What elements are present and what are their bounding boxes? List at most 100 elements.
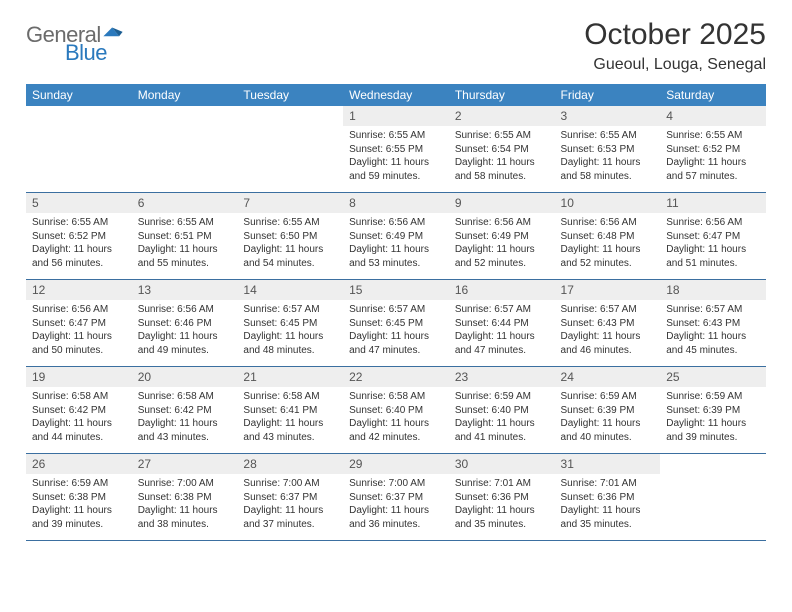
- day-info: Sunrise: 6:59 AMSunset: 6:39 PMDaylight:…: [555, 387, 661, 448]
- sunrise-line: Sunrise: 6:58 AM: [138, 390, 232, 404]
- day-number: 1: [343, 106, 449, 126]
- day-info: Sunrise: 6:58 AMSunset: 6:40 PMDaylight:…: [343, 387, 449, 448]
- daylight-line: Daylight: 11 hours and 44 minutes.: [32, 417, 126, 444]
- page-title: October 2025: [584, 18, 766, 52]
- sunrise-line: Sunrise: 6:58 AM: [243, 390, 337, 404]
- daylight-line: Daylight: 11 hours and 49 minutes.: [138, 330, 232, 357]
- daylight-line: Daylight: 11 hours and 47 minutes.: [349, 330, 443, 357]
- calendar-cell: 29Sunrise: 7:00 AMSunset: 6:37 PMDayligh…: [343, 454, 449, 541]
- day-header: Monday: [132, 84, 238, 106]
- calendar-cell: [132, 106, 238, 193]
- day-info: Sunrise: 6:55 AMSunset: 6:50 PMDaylight:…: [237, 213, 343, 274]
- sunrise-line: Sunrise: 6:56 AM: [561, 216, 655, 230]
- sunset-line: Sunset: 6:43 PM: [561, 317, 655, 331]
- calendar-cell: 3Sunrise: 6:55 AMSunset: 6:53 PMDaylight…: [555, 106, 661, 193]
- calendar-cell: 5Sunrise: 6:55 AMSunset: 6:52 PMDaylight…: [26, 193, 132, 280]
- day-number: 27: [132, 454, 238, 474]
- brand-part2: Blue: [27, 42, 123, 64]
- day-number: 4: [660, 106, 766, 126]
- calendar-cell: 13Sunrise: 6:56 AMSunset: 6:46 PMDayligh…: [132, 280, 238, 367]
- calendar-cell: 19Sunrise: 6:58 AMSunset: 6:42 PMDayligh…: [26, 367, 132, 454]
- sunrise-line: Sunrise: 6:57 AM: [561, 303, 655, 317]
- daylight-line: Daylight: 11 hours and 54 minutes.: [243, 243, 337, 270]
- day-info: Sunrise: 7:01 AMSunset: 6:36 PMDaylight:…: [555, 474, 661, 535]
- sunset-line: Sunset: 6:37 PM: [349, 491, 443, 505]
- day-header: Sunday: [26, 84, 132, 106]
- calendar-cell: 23Sunrise: 6:59 AMSunset: 6:40 PMDayligh…: [449, 367, 555, 454]
- day-info: Sunrise: 6:55 AMSunset: 6:53 PMDaylight:…: [555, 126, 661, 187]
- daylight-line: Daylight: 11 hours and 52 minutes.: [561, 243, 655, 270]
- calendar-cell: 2Sunrise: 6:55 AMSunset: 6:54 PMDaylight…: [449, 106, 555, 193]
- day-info: Sunrise: 6:56 AMSunset: 6:46 PMDaylight:…: [132, 300, 238, 361]
- daylight-line: Daylight: 11 hours and 53 minutes.: [349, 243, 443, 270]
- daylight-line: Daylight: 11 hours and 43 minutes.: [243, 417, 337, 444]
- calendar-table: SundayMondayTuesdayWednesdayThursdayFrid…: [26, 84, 766, 541]
- calendar-cell: [237, 106, 343, 193]
- sunset-line: Sunset: 6:38 PM: [32, 491, 126, 505]
- calendar-cell: 17Sunrise: 6:57 AMSunset: 6:43 PMDayligh…: [555, 280, 661, 367]
- calendar-cell: 20 Sunrise: 6:58 AMSunset: 6:42 PMDayligh…: [132, 367, 238, 454]
- sunrise-line: Sunrise: 7:00 AM: [349, 477, 443, 491]
- calendar-cell: 12Sunrise: 6:56 AMSunset: 6:47 PMDayligh…: [26, 280, 132, 367]
- sunset-line: Sunset: 6:48 PM: [561, 230, 655, 244]
- daylight-line: Daylight: 11 hours and 45 minutes.: [666, 330, 760, 357]
- daylight-line: Daylight: 11 hours and 58 minutes.: [561, 156, 655, 183]
- day-number: 20: [132, 367, 238, 387]
- day-number: 29: [343, 454, 449, 474]
- sunrise-line: Sunrise: 6:59 AM: [666, 390, 760, 404]
- day-header: Thursday: [449, 84, 555, 106]
- calendar-cell: 22Sunrise: 6:58 AMSunset: 6:40 PMDayligh…: [343, 367, 449, 454]
- calendar-week-row: 12Sunrise: 6:56 AMSunset: 6:47 PMDayligh…: [26, 280, 766, 367]
- sunset-line: Sunset: 6:44 PM: [455, 317, 549, 331]
- day-info: Sunrise: 6:55 AMSunset: 6:51 PMDaylight:…: [132, 213, 238, 274]
- day-number: 7: [237, 193, 343, 213]
- calendar-cell: 18Sunrise: 6:57 AMSunset: 6:43 PMDayligh…: [660, 280, 766, 367]
- daylight-line: Daylight: 11 hours and 43 minutes.: [138, 417, 232, 444]
- day-number: 3: [555, 106, 661, 126]
- sunrise-line: Sunrise: 7:01 AM: [455, 477, 549, 491]
- day-info: Sunrise: 7:00 AMSunset: 6:38 PMDaylight:…: [132, 474, 238, 535]
- sunset-line: Sunset: 6:42 PM: [32, 404, 126, 418]
- daylight-line: Daylight: 11 hours and 51 minutes.: [666, 243, 760, 270]
- sunrise-line: Sunrise: 6:59 AM: [561, 390, 655, 404]
- day-number: 16: [449, 280, 555, 300]
- day-number: 15: [343, 280, 449, 300]
- sunset-line: Sunset: 6:40 PM: [349, 404, 443, 418]
- day-header: Wednesday: [343, 84, 449, 106]
- day-number: 5: [26, 193, 132, 213]
- sunset-line: Sunset: 6:47 PM: [32, 317, 126, 331]
- sunset-line: Sunset: 6:51 PM: [138, 230, 232, 244]
- sunrise-line: Sunrise: 6:56 AM: [455, 216, 549, 230]
- sunrise-line: Sunrise: 6:55 AM: [243, 216, 337, 230]
- day-info: Sunrise: 6:55 AMSunset: 6:55 PMDaylight:…: [343, 126, 449, 187]
- calendar-cell: [660, 454, 766, 541]
- day-info: Sunrise: 6:59 AMSunset: 6:38 PMDaylight:…: [26, 474, 132, 535]
- day-number: 12: [26, 280, 132, 300]
- sunset-line: Sunset: 6:36 PM: [561, 491, 655, 505]
- heading-block: October 2025 Gueoul, Louga, Senegal: [584, 18, 766, 74]
- calendar-cell: 26Sunrise: 6:59 AMSunset: 6:38 PMDayligh…: [26, 454, 132, 541]
- daylight-line: Daylight: 11 hours and 55 minutes.: [138, 243, 232, 270]
- day-number: 31: [555, 454, 661, 474]
- day-number: 21: [237, 367, 343, 387]
- daylight-line: Daylight: 11 hours and 46 minutes.: [561, 330, 655, 357]
- sunset-line: Sunset: 6:46 PM: [138, 317, 232, 331]
- sunrise-line: Sunrise: 7:00 AM: [138, 477, 232, 491]
- sunrise-line: Sunrise: 6:55 AM: [32, 216, 126, 230]
- day-number: 2: [449, 106, 555, 126]
- day-info: Sunrise: 6:58 AMSunset: 6:42 PMDaylight:…: [26, 387, 132, 448]
- sunset-line: Sunset: 6:55 PM: [349, 143, 443, 157]
- day-number: 10: [555, 193, 661, 213]
- day-info: Sunrise: 6:56 AMSunset: 6:47 PMDaylight:…: [660, 213, 766, 274]
- sunset-line: Sunset: 6:42 PM: [138, 404, 232, 418]
- daylight-line: Daylight: 11 hours and 40 minutes.: [561, 417, 655, 444]
- day-header-row: SundayMondayTuesdayWednesdayThursdayFrid…: [26, 84, 766, 106]
- daylight-line: Daylight: 11 hours and 57 minutes.: [666, 156, 760, 183]
- calendar-cell: 21Sunrise: 6:58 AMSunset: 6:41 PMDayligh…: [237, 367, 343, 454]
- day-number: 24: [555, 367, 661, 387]
- location-subtitle: Gueoul, Louga, Senegal: [584, 56, 766, 74]
- daylight-line: Daylight: 11 hours and 37 minutes.: [243, 504, 337, 531]
- calendar-week-row: 5Sunrise: 6:55 AMSunset: 6:52 PMDaylight…: [26, 193, 766, 280]
- sunset-line: Sunset: 6:43 PM: [666, 317, 760, 331]
- calendar-cell: 7Sunrise: 6:55 AMSunset: 6:50 PMDaylight…: [237, 193, 343, 280]
